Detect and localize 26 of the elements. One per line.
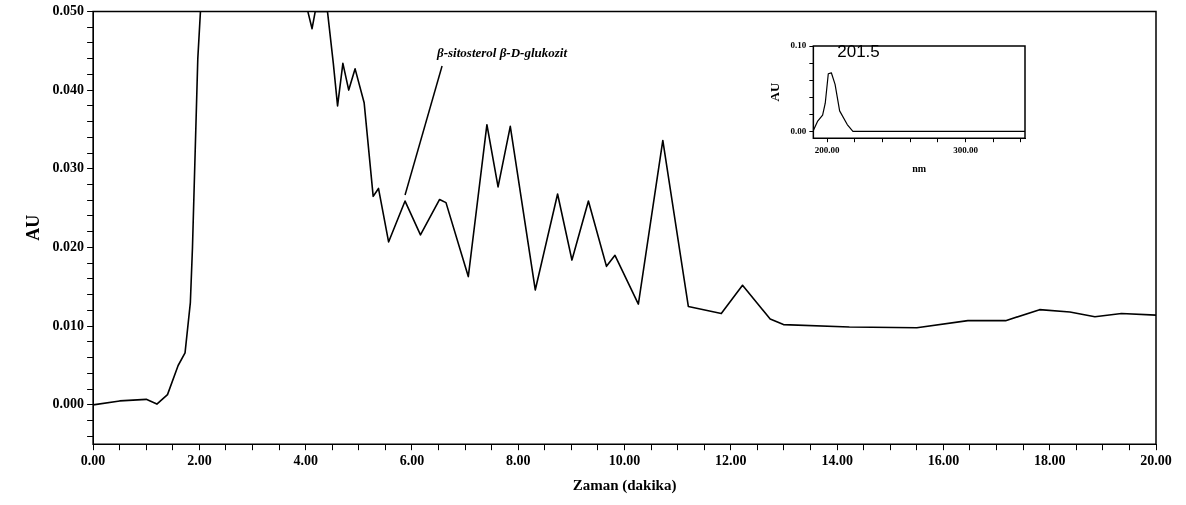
y-axis-title: AU bbox=[23, 214, 44, 241]
x-tick-label: 2.00 bbox=[187, 453, 212, 469]
x-tick-label: 18.00 bbox=[1033, 453, 1066, 469]
y-tick-label: 0.050 bbox=[52, 3, 85, 19]
x-tick-label: 10.00 bbox=[608, 453, 641, 469]
x-tick-label: 12.00 bbox=[715, 453, 747, 469]
y-tick-label: 0.020 bbox=[52, 239, 85, 255]
x-tick-label: 200.00 bbox=[814, 144, 841, 155]
y-tick-label: 0.010 bbox=[52, 317, 85, 333]
x-tick-label: 6.00 bbox=[399, 453, 425, 469]
annotation: β-sitosterol β-D-glukozit bbox=[436, 45, 568, 61]
x-axis-title: nm bbox=[912, 162, 927, 174]
annotation: 201.5 bbox=[837, 42, 880, 62]
x-axis-title: Zaman (dakika) bbox=[572, 476, 677, 494]
x-tick-label: 16.00 bbox=[927, 453, 960, 469]
y-tick-label: 0.040 bbox=[52, 81, 85, 97]
x-tick-label: 14.00 bbox=[821, 453, 853, 469]
y-tick-label: 0.000 bbox=[52, 396, 85, 412]
x-tick-label: 0.00 bbox=[80, 453, 106, 469]
x-tick-label: 8.00 bbox=[506, 453, 531, 469]
y-axis-title: AU bbox=[767, 82, 783, 102]
x-tick-label: 300.00 bbox=[953, 144, 979, 155]
x-tick-label: 20.00 bbox=[1140, 453, 1172, 469]
x-tick-label: 4.00 bbox=[293, 453, 318, 469]
y-tick-label: 0.030 bbox=[52, 160, 85, 176]
y-tick-label: 0.10 bbox=[790, 40, 807, 51]
